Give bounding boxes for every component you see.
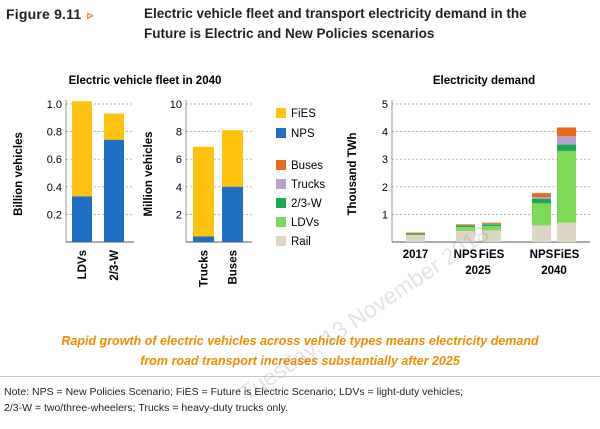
billion-axis-ytick: 1.0 bbox=[47, 99, 62, 111]
group-label-2025: 2025 bbox=[465, 265, 491, 277]
figure-caption: Rapid growth of electric vehicles across… bbox=[0, 331, 600, 371]
bar-23w-nps-2025 bbox=[456, 225, 475, 228]
caption-line-2: from road transport increases substantia… bbox=[140, 354, 460, 368]
bar-23w-nps-2040 bbox=[532, 198, 551, 204]
caption-line-1: Rapid growth of electric vehicles across… bbox=[61, 334, 539, 348]
xtick-nps-2025: NPS bbox=[454, 249, 478, 261]
figure-title-line-1: Electric vehicle fleet and transport ele… bbox=[144, 6, 527, 21]
bar-buses-2017 bbox=[406, 232, 425, 234]
figure-note: Note: NPS = New Policies Scenario; FiES … bbox=[4, 384, 596, 416]
ylabel-billion-vehicles: Billion vehicles bbox=[13, 132, 25, 216]
xtick-fies-2025: FiES bbox=[479, 249, 505, 261]
bar-ldvs-nps-2040 bbox=[532, 203, 551, 226]
bar-ldvs-fies-2025 bbox=[482, 225, 501, 231]
ylabel-million-vehicles: Million vehicles bbox=[143, 132, 155, 217]
legend-label-fies: FiES bbox=[291, 108, 316, 120]
bar-ldvs-fies-2040 bbox=[557, 150, 576, 223]
billion-axis-ytick: 0.6 bbox=[47, 154, 62, 166]
bar-buses-nps-2040 bbox=[532, 193, 551, 198]
bar-23w-2017 bbox=[406, 233, 425, 235]
million-axis-ytick: 4 bbox=[176, 182, 182, 194]
bar-rail-nps-2040 bbox=[532, 225, 551, 242]
legend-swatch-rail bbox=[276, 236, 286, 246]
legend-swatch-buses bbox=[276, 160, 286, 170]
note-divider bbox=[0, 376, 600, 377]
bar-nps-23w bbox=[104, 139, 124, 242]
chart-title-electricity-demand: Electricity demand bbox=[433, 75, 535, 87]
bar-buses-fies-2040 bbox=[557, 127, 576, 137]
bar-rail-fies-2025 bbox=[482, 230, 501, 242]
bar-rail-2017 bbox=[406, 235, 425, 242]
twh-axis-ytick: 5 bbox=[382, 99, 388, 111]
xtick-buses: Buses bbox=[228, 250, 240, 285]
chart-area: Electric vehicle fleet in 2040 Billion ve… bbox=[13, 75, 590, 287]
bar-ldvs-2017 bbox=[406, 234, 425, 236]
million-axis-ytick: 6 bbox=[176, 154, 182, 166]
bar-23w-fies-2025 bbox=[482, 224, 501, 226]
xtick-trucks: Trucks bbox=[199, 250, 211, 287]
note-line-1: Note: NPS = New Policies Scenario; FiES … bbox=[4, 386, 463, 398]
bar-buses-fies-2025 bbox=[482, 222, 501, 224]
bar-trucks-nps-2040 bbox=[532, 197, 551, 199]
xtick-2017: 2017 bbox=[403, 249, 429, 261]
legend-label-23w: 2/3-W bbox=[291, 198, 322, 210]
figure-title: Figure 9.11 ▹ Electric vehicle fleet and … bbox=[6, 4, 596, 41]
bar-nps-trucks bbox=[193, 236, 214, 242]
bar-23w-fies-2040 bbox=[557, 144, 576, 151]
legend-label-ldvs: LDVs bbox=[291, 217, 319, 229]
bar-ldvs-nps-2025 bbox=[456, 227, 475, 231]
billion-axis-ytick: 0.8 bbox=[47, 127, 62, 139]
ylabel-thousand-twh: Thousand TWh bbox=[347, 132, 359, 215]
xtick-nps-2040: NPS bbox=[530, 249, 554, 261]
legend-swatch-23w bbox=[276, 198, 286, 208]
legend-label-nps: NPS bbox=[291, 128, 315, 140]
xtick-fies-2040: FiES bbox=[554, 249, 580, 261]
legend-label-buses: Buses bbox=[291, 160, 323, 172]
figure-marker-icon: ▹ bbox=[87, 8, 94, 22]
legend-label-trucks: Trucks bbox=[291, 179, 325, 191]
bar-trucks-fies-2025 bbox=[482, 223, 501, 225]
twh-axis-ytick: 2 bbox=[382, 182, 388, 194]
note-line-2: 2/3-W = two/three-wheelers; Trucks = hea… bbox=[4, 402, 288, 414]
bar-rail-fies-2040 bbox=[557, 222, 576, 242]
bar-fies-trucks bbox=[193, 146, 214, 242]
legend-swatch-ldvs bbox=[276, 217, 286, 227]
bar-rail-nps-2025 bbox=[456, 230, 475, 242]
bar-nps-ldvs bbox=[72, 196, 92, 242]
legend-swatch-trucks bbox=[276, 179, 286, 189]
bar-trucks-fies-2040 bbox=[557, 136, 576, 145]
figure-number: Figure 9.11 bbox=[6, 6, 82, 22]
bar-nps-buses bbox=[222, 186, 243, 242]
twh-axis-ytick: 4 bbox=[382, 127, 388, 139]
figure-title-line-2: Future is Electric and New Policies scen… bbox=[144, 26, 435, 41]
legend-swatch-nps bbox=[276, 128, 286, 138]
legend-label-rail: Rail bbox=[291, 236, 311, 248]
million-axis-ytick: 10 bbox=[170, 99, 182, 111]
xtick-23w: 2/3-W bbox=[109, 250, 121, 281]
xtick-ldvs: LDVs bbox=[77, 250, 89, 279]
bar-buses-nps-2025 bbox=[456, 224, 475, 226]
group-label-2040: 2040 bbox=[541, 265, 567, 277]
billion-axis-ytick: 0.2 bbox=[47, 209, 62, 221]
twh-axis-ytick: 3 bbox=[382, 154, 388, 166]
million-axis-ytick: 2 bbox=[176, 209, 182, 221]
chart-title-ev-fleet: Electric vehicle fleet in 2040 bbox=[69, 75, 222, 87]
billion-axis-ytick: 0.4 bbox=[47, 182, 62, 194]
legend-swatch-fies bbox=[276, 108, 286, 118]
million-axis-ytick: 8 bbox=[176, 127, 182, 139]
twh-axis-ytick: 1 bbox=[382, 209, 388, 221]
